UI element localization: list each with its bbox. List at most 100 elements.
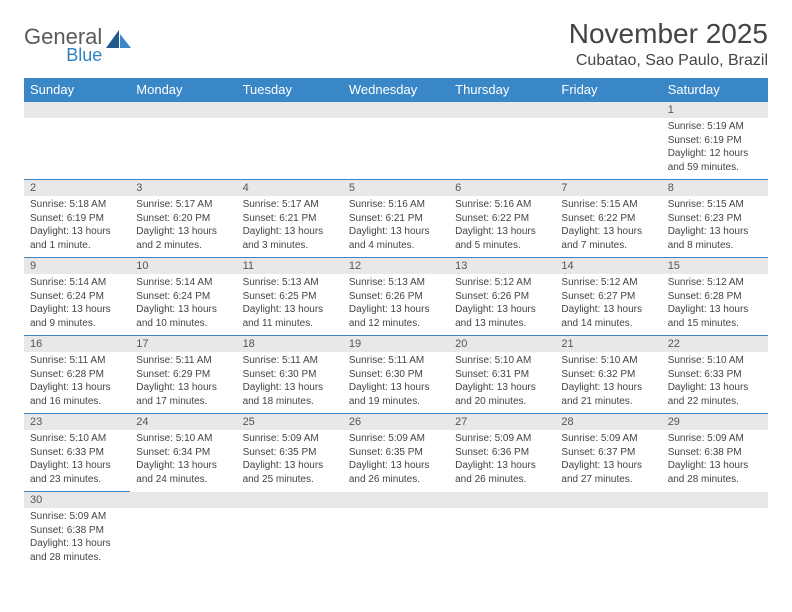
calendar-cell: 14Sunrise: 5:12 AMSunset: 6:27 PMDayligh…: [555, 258, 661, 336]
calendar-row: 9Sunrise: 5:14 AMSunset: 6:24 PMDaylight…: [24, 258, 768, 336]
calendar-cell: 1Sunrise: 5:19 AMSunset: 6:19 PMDaylight…: [662, 102, 768, 180]
calendar-cell: 12Sunrise: 5:13 AMSunset: 6:26 PMDayligh…: [343, 258, 449, 336]
calendar-cell: 16Sunrise: 5:11 AMSunset: 6:28 PMDayligh…: [24, 336, 130, 414]
weekday-header: Saturday: [662, 78, 768, 102]
day-number: [130, 492, 236, 508]
day-number: 22: [662, 336, 768, 352]
day-number: [449, 102, 555, 118]
calendar-cell: 6Sunrise: 5:16 AMSunset: 6:22 PMDaylight…: [449, 180, 555, 258]
calendar-cell: [449, 492, 555, 570]
day-number: 25: [237, 414, 343, 430]
calendar-cell: [130, 102, 236, 180]
day-details: Sunrise: 5:12 AMSunset: 6:26 PMDaylight:…: [449, 274, 555, 334]
day-number: 9: [24, 258, 130, 274]
day-details: Sunrise: 5:14 AMSunset: 6:24 PMDaylight:…: [24, 274, 130, 334]
weekday-header: Friday: [555, 78, 661, 102]
day-details: Sunrise: 5:10 AMSunset: 6:31 PMDaylight:…: [449, 352, 555, 412]
day-number: 13: [449, 258, 555, 274]
calendar-cell: 30Sunrise: 5:09 AMSunset: 6:38 PMDayligh…: [24, 492, 130, 570]
calendar-cell: 27Sunrise: 5:09 AMSunset: 6:36 PMDayligh…: [449, 414, 555, 492]
calendar-cell: [449, 102, 555, 180]
calendar-cell: [24, 102, 130, 180]
calendar-cell: 5Sunrise: 5:16 AMSunset: 6:21 PMDaylight…: [343, 180, 449, 258]
day-details: Sunrise: 5:09 AMSunset: 6:38 PMDaylight:…: [662, 430, 768, 490]
day-number: 28: [555, 414, 661, 430]
day-number: 21: [555, 336, 661, 352]
calendar-cell: [343, 492, 449, 570]
calendar-cell: 10Sunrise: 5:14 AMSunset: 6:24 PMDayligh…: [130, 258, 236, 336]
calendar-cell: 28Sunrise: 5:09 AMSunset: 6:37 PMDayligh…: [555, 414, 661, 492]
calendar-cell: 22Sunrise: 5:10 AMSunset: 6:33 PMDayligh…: [662, 336, 768, 414]
calendar-cell: 3Sunrise: 5:17 AMSunset: 6:20 PMDaylight…: [130, 180, 236, 258]
calendar-cell: 15Sunrise: 5:12 AMSunset: 6:28 PMDayligh…: [662, 258, 768, 336]
day-number: 2: [24, 180, 130, 196]
day-number: [662, 492, 768, 508]
day-number: 3: [130, 180, 236, 196]
header: General Blue November 2025 Cubatao, Sao …: [24, 18, 768, 70]
day-number: 8: [662, 180, 768, 196]
month-title: November 2025: [569, 18, 768, 50]
day-details: Sunrise: 5:10 AMSunset: 6:33 PMDaylight:…: [662, 352, 768, 412]
day-number: [237, 492, 343, 508]
day-number: [130, 102, 236, 118]
day-details: Sunrise: 5:17 AMSunset: 6:21 PMDaylight:…: [237, 196, 343, 256]
day-number: [555, 102, 661, 118]
calendar-cell: 26Sunrise: 5:09 AMSunset: 6:35 PMDayligh…: [343, 414, 449, 492]
calendar-cell: [662, 492, 768, 570]
calendar-cell: 19Sunrise: 5:11 AMSunset: 6:30 PMDayligh…: [343, 336, 449, 414]
day-number: 7: [555, 180, 661, 196]
day-number: 11: [237, 258, 343, 274]
day-details: Sunrise: 5:11 AMSunset: 6:30 PMDaylight:…: [343, 352, 449, 412]
day-number: 24: [130, 414, 236, 430]
weekday-header: Wednesday: [343, 78, 449, 102]
day-number: 4: [237, 180, 343, 196]
day-details: Sunrise: 5:13 AMSunset: 6:25 PMDaylight:…: [237, 274, 343, 334]
title-block: November 2025 Cubatao, Sao Paulo, Brazil: [569, 18, 768, 70]
day-details: Sunrise: 5:12 AMSunset: 6:28 PMDaylight:…: [662, 274, 768, 334]
day-number: 27: [449, 414, 555, 430]
day-number: 5: [343, 180, 449, 196]
calendar-cell: [555, 492, 661, 570]
day-details: Sunrise: 5:16 AMSunset: 6:21 PMDaylight:…: [343, 196, 449, 256]
weekday-header: Tuesday: [237, 78, 343, 102]
calendar-cell: [343, 102, 449, 180]
day-details: Sunrise: 5:19 AMSunset: 6:19 PMDaylight:…: [662, 118, 768, 178]
day-details: Sunrise: 5:09 AMSunset: 6:35 PMDaylight:…: [237, 430, 343, 490]
day-details: Sunrise: 5:09 AMSunset: 6:37 PMDaylight:…: [555, 430, 661, 490]
logo-text: General Blue: [24, 26, 102, 64]
day-number: 23: [24, 414, 130, 430]
calendar-cell: 7Sunrise: 5:15 AMSunset: 6:22 PMDaylight…: [555, 180, 661, 258]
day-number: 18: [237, 336, 343, 352]
day-details: Sunrise: 5:13 AMSunset: 6:26 PMDaylight:…: [343, 274, 449, 334]
calendar-cell: 23Sunrise: 5:10 AMSunset: 6:33 PMDayligh…: [24, 414, 130, 492]
calendar-cell: 24Sunrise: 5:10 AMSunset: 6:34 PMDayligh…: [130, 414, 236, 492]
day-details: Sunrise: 5:14 AMSunset: 6:24 PMDaylight:…: [130, 274, 236, 334]
calendar-row: 16Sunrise: 5:11 AMSunset: 6:28 PMDayligh…: [24, 336, 768, 414]
calendar-cell: 29Sunrise: 5:09 AMSunset: 6:38 PMDayligh…: [662, 414, 768, 492]
day-number: 14: [555, 258, 661, 274]
day-details: Sunrise: 5:09 AMSunset: 6:36 PMDaylight:…: [449, 430, 555, 490]
day-details: Sunrise: 5:15 AMSunset: 6:22 PMDaylight:…: [555, 196, 661, 256]
calendar-cell: [237, 492, 343, 570]
calendar-body: 1Sunrise: 5:19 AMSunset: 6:19 PMDaylight…: [24, 102, 768, 570]
day-details: Sunrise: 5:09 AMSunset: 6:35 PMDaylight:…: [343, 430, 449, 490]
day-details: Sunrise: 5:11 AMSunset: 6:30 PMDaylight:…: [237, 352, 343, 412]
day-number: 26: [343, 414, 449, 430]
day-number: [343, 492, 449, 508]
calendar-grid: SundayMondayTuesdayWednesdayThursdayFrid…: [24, 78, 768, 570]
weekday-header-row: SundayMondayTuesdayWednesdayThursdayFrid…: [24, 78, 768, 102]
calendar-cell: 11Sunrise: 5:13 AMSunset: 6:25 PMDayligh…: [237, 258, 343, 336]
day-details: Sunrise: 5:16 AMSunset: 6:22 PMDaylight:…: [449, 196, 555, 256]
calendar-cell: [130, 492, 236, 570]
day-number: 15: [662, 258, 768, 274]
calendar-row: 2Sunrise: 5:18 AMSunset: 6:19 PMDaylight…: [24, 180, 768, 258]
calendar-cell: 8Sunrise: 5:15 AMSunset: 6:23 PMDaylight…: [662, 180, 768, 258]
day-number: [343, 102, 449, 118]
day-number: [237, 102, 343, 118]
weekday-header: Sunday: [24, 78, 130, 102]
day-number: [24, 102, 130, 118]
calendar-row: 23Sunrise: 5:10 AMSunset: 6:33 PMDayligh…: [24, 414, 768, 492]
calendar-cell: 9Sunrise: 5:14 AMSunset: 6:24 PMDaylight…: [24, 258, 130, 336]
calendar-cell: 13Sunrise: 5:12 AMSunset: 6:26 PMDayligh…: [449, 258, 555, 336]
day-details: Sunrise: 5:10 AMSunset: 6:34 PMDaylight:…: [130, 430, 236, 490]
